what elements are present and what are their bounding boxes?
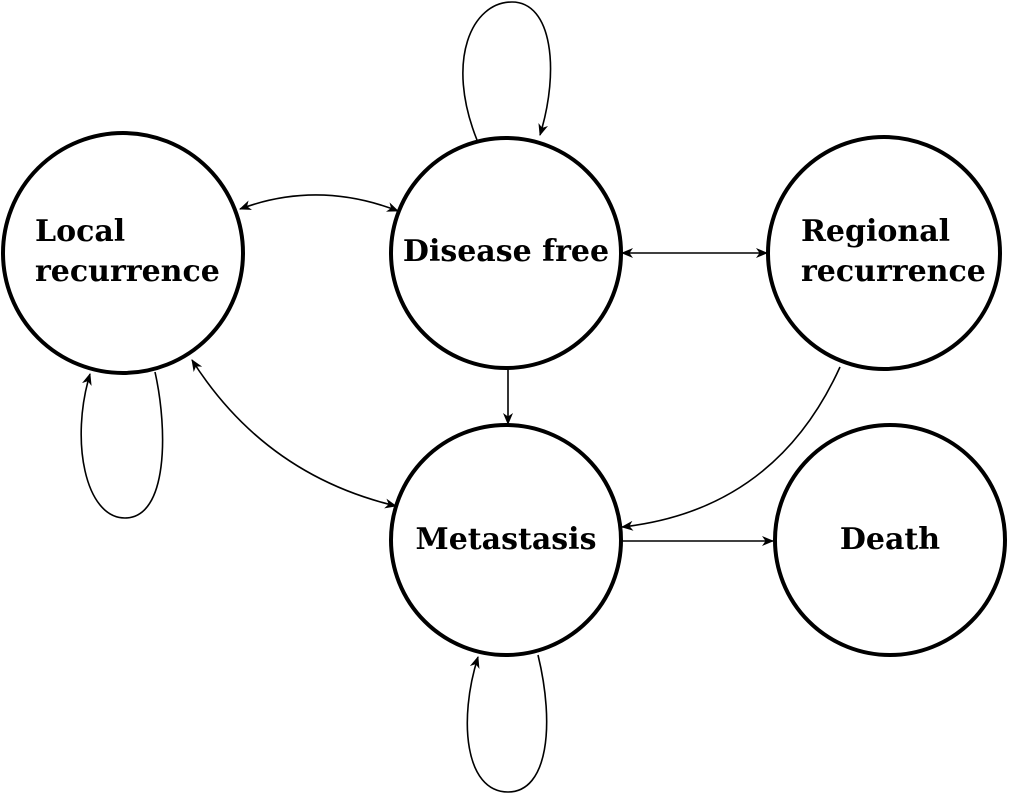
transition-edges: [80, 1, 841, 793]
state-disease-free: Disease free: [389, 136, 623, 370]
state-regional-recurrence-circle: [766, 135, 1002, 371]
state-regional-recurrence: Regional recurrence: [766, 135, 1002, 371]
state-local-recurrence-label-line2: recurrence: [35, 254, 220, 289]
state-death-label: Death: [840, 522, 940, 557]
state-regional-recurrence-label-line2: recurrence: [801, 254, 986, 289]
state-metastasis-label: Metastasis: [416, 522, 597, 557]
edge-disease-free-self-loop: [462, 1, 552, 141]
edge-local-recurrence-self-loop: [80, 371, 164, 519]
state-death: Death: [773, 423, 1007, 657]
state-local-recurrence-label-line1: Local: [35, 214, 125, 249]
state-disease-free-circle: [389, 136, 623, 370]
edge-metastasis-self-loop: [466, 654, 548, 793]
state-metastasis-circle: [389, 423, 623, 657]
state-local-recurrence-circle: [1, 131, 245, 375]
state-regional-recurrence-label-line1: Regional: [801, 214, 950, 249]
state-death-circle: [773, 423, 1007, 657]
edge-local-recurrence-disease-free: [239, 194, 399, 212]
state-local-recurrence: Local recurrence: [1, 131, 245, 375]
edge-regional-recurrence-metastasis: [621, 366, 841, 531]
edge-local-recurrence-metastasis: [191, 359, 397, 509]
state-disease-free-label: Disease free: [403, 234, 609, 269]
state-metastasis: Metastasis: [389, 423, 623, 657]
